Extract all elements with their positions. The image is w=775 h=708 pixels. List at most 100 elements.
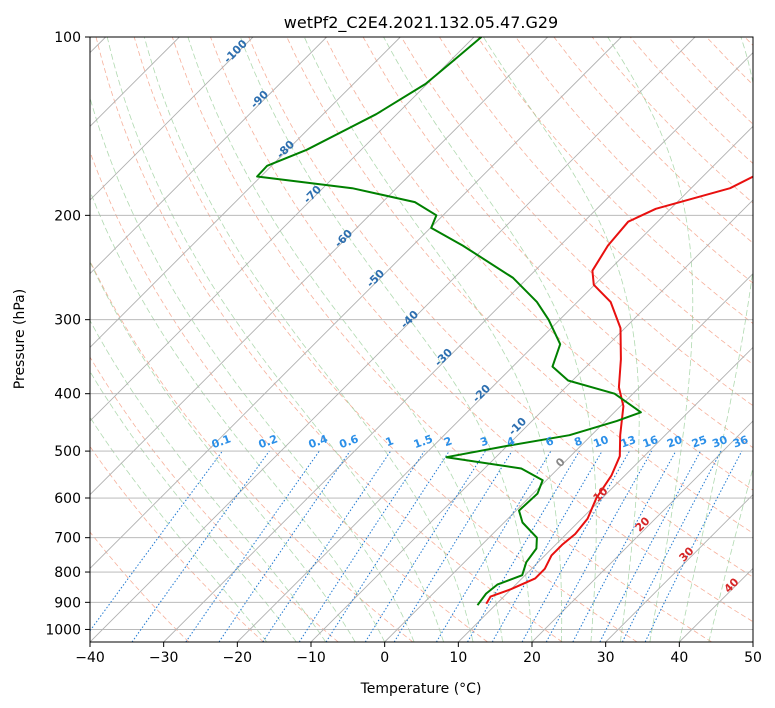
- dry-adiabat: [362, 37, 753, 449]
- dry-adiabat: [133, 37, 638, 642]
- mixing-ratio-label: 20: [665, 433, 684, 451]
- moist-adiabat: [303, 37, 563, 642]
- mixing-ratio-line: [521, 450, 630, 642]
- mixing-ratio-label: 36: [731, 433, 750, 451]
- moist-adiabat: [106, 37, 444, 642]
- mixing-ratio-label: 4: [505, 434, 517, 449]
- moist-adiabat-label: 20: [633, 514, 653, 534]
- moist-adiabat: [383, 37, 597, 642]
- mixing-ratio-line: [90, 450, 223, 632]
- y-tick-label: 100: [54, 30, 81, 46]
- isotherm-line: [458, 346, 753, 642]
- isotherm-line: [531, 420, 753, 642]
- moist-adiabat: [187, 37, 503, 642]
- x-tick-label: 0: [380, 650, 389, 666]
- dry-adiabats: [90, 37, 753, 642]
- mixing-ratio-label: 2: [442, 434, 454, 449]
- mixing-ratio-line: [644, 450, 743, 642]
- mixing-ratio-label: 30: [710, 433, 729, 451]
- isotherm-label: -80: [274, 138, 297, 161]
- mixing-ratio-line: [467, 450, 580, 642]
- mixing-ratio-line: [572, 450, 677, 642]
- mixing-ratio-line: [393, 450, 513, 642]
- mixing-ratio-line: [131, 450, 270, 642]
- moist-adiabat: [90, 261, 356, 642]
- x-axis-label: Temperature (°C): [360, 681, 482, 697]
- isotherm-label: -50: [364, 267, 387, 290]
- x-tick-label: 40: [670, 650, 688, 666]
- moist-adiabat: [90, 319, 327, 642]
- isotherm-line: [90, 37, 254, 201]
- y-tick-label: 1000: [45, 622, 81, 638]
- dry-adiabat: [400, 37, 753, 407]
- moist-adiabat: [607, 37, 694, 642]
- dry-adiabat: [248, 37, 753, 578]
- x-tick-label: −20: [223, 650, 253, 666]
- isotherm-line: [90, 37, 696, 642]
- dry-adiabat: [171, 37, 712, 642]
- isotherm-line: [384, 273, 753, 642]
- moist-adiabat-label: 10: [591, 484, 611, 504]
- dry-adiabat: [210, 37, 753, 623]
- mixing-ratio-label: 0.2: [257, 432, 280, 451]
- mixing-ratio-lines: [90, 450, 743, 642]
- dry-adiabat: [90, 260, 414, 642]
- moist-adiabat-label: 30: [677, 544, 697, 564]
- isotherm-label: -20: [470, 382, 493, 405]
- mixing-ratio-line: [218, 450, 351, 642]
- isotherm-line: [90, 37, 622, 569]
- pressure-grid: [90, 37, 753, 630]
- x-tick-label: 10: [449, 650, 467, 666]
- mixing-ratio-line: [621, 450, 722, 642]
- moist-adiabat: [90, 370, 297, 642]
- mixing-ratio-label: 6: [544, 434, 556, 449]
- x-tick-label: −40: [75, 650, 105, 666]
- y-axis-ticks: 100 200 300 400 500 600 700 800 900 1000: [45, 30, 90, 638]
- isotherm-line: [90, 37, 548, 496]
- dry-adiabat: [90, 356, 339, 642]
- chart-title: wetPf2_C2E4.2021.132.05.47.G29: [284, 13, 558, 33]
- isotherm-line: [752, 641, 753, 642]
- y-tick-label: 500: [54, 444, 81, 460]
- x-tick-label: −10: [296, 650, 326, 666]
- mixing-ratio-label: 8: [572, 434, 584, 449]
- dry-adiabat: [744, 37, 753, 46]
- y-tick-label: 600: [54, 491, 81, 507]
- dry-adiabat: [515, 37, 753, 284]
- isotherm-label: -70: [301, 183, 324, 206]
- isotherm-line: [90, 37, 401, 348]
- isotherm-label: -90: [248, 88, 271, 111]
- mixing-ratio-label: 16: [641, 433, 660, 451]
- moist-adiabat: [90, 96, 415, 642]
- dry-adiabat: [90, 445, 264, 642]
- mixing-ratio-line: [599, 450, 701, 642]
- moist-adiabat: [143, 37, 474, 642]
- moist-adiabat: [90, 190, 386, 642]
- y-tick-label: 300: [54, 313, 81, 329]
- mixing-ratio-line: [435, 450, 552, 642]
- dewpoint-line: [256, 37, 642, 606]
- dry-adiabat: [95, 37, 563, 642]
- moist-adiabats: [90, 37, 753, 642]
- y-tick-label: 800: [54, 565, 81, 581]
- x-tick-label: −30: [149, 650, 179, 666]
- moist-adiabat: [678, 37, 753, 642]
- x-tick-label: 20: [523, 650, 541, 666]
- mixing-ratio-label: 10: [592, 433, 611, 451]
- mixing-ratio-label: 1: [384, 434, 396, 449]
- series-lines: [256, 37, 753, 606]
- x-tick-label: 30: [597, 650, 615, 666]
- moist-adiabat: [240, 37, 533, 642]
- mixing-ratio-line: [298, 450, 425, 642]
- isotherm-label: -30: [432, 346, 455, 369]
- mixing-ratio-line: [262, 450, 392, 642]
- isotherm-labels: -100-90-80-70-60-50-40-30-20-10: [221, 37, 529, 438]
- mixing-ratio-label: 0.1: [210, 432, 233, 451]
- isotherm-line: [605, 494, 753, 642]
- mixing-ratio-line: [364, 450, 486, 642]
- isotherm-label: -60: [332, 227, 355, 250]
- dry-adiabat: [324, 37, 753, 491]
- isotherm-line: [90, 37, 475, 422]
- dry-adiabat: [706, 37, 753, 86]
- isotherm-label: -40: [398, 308, 421, 331]
